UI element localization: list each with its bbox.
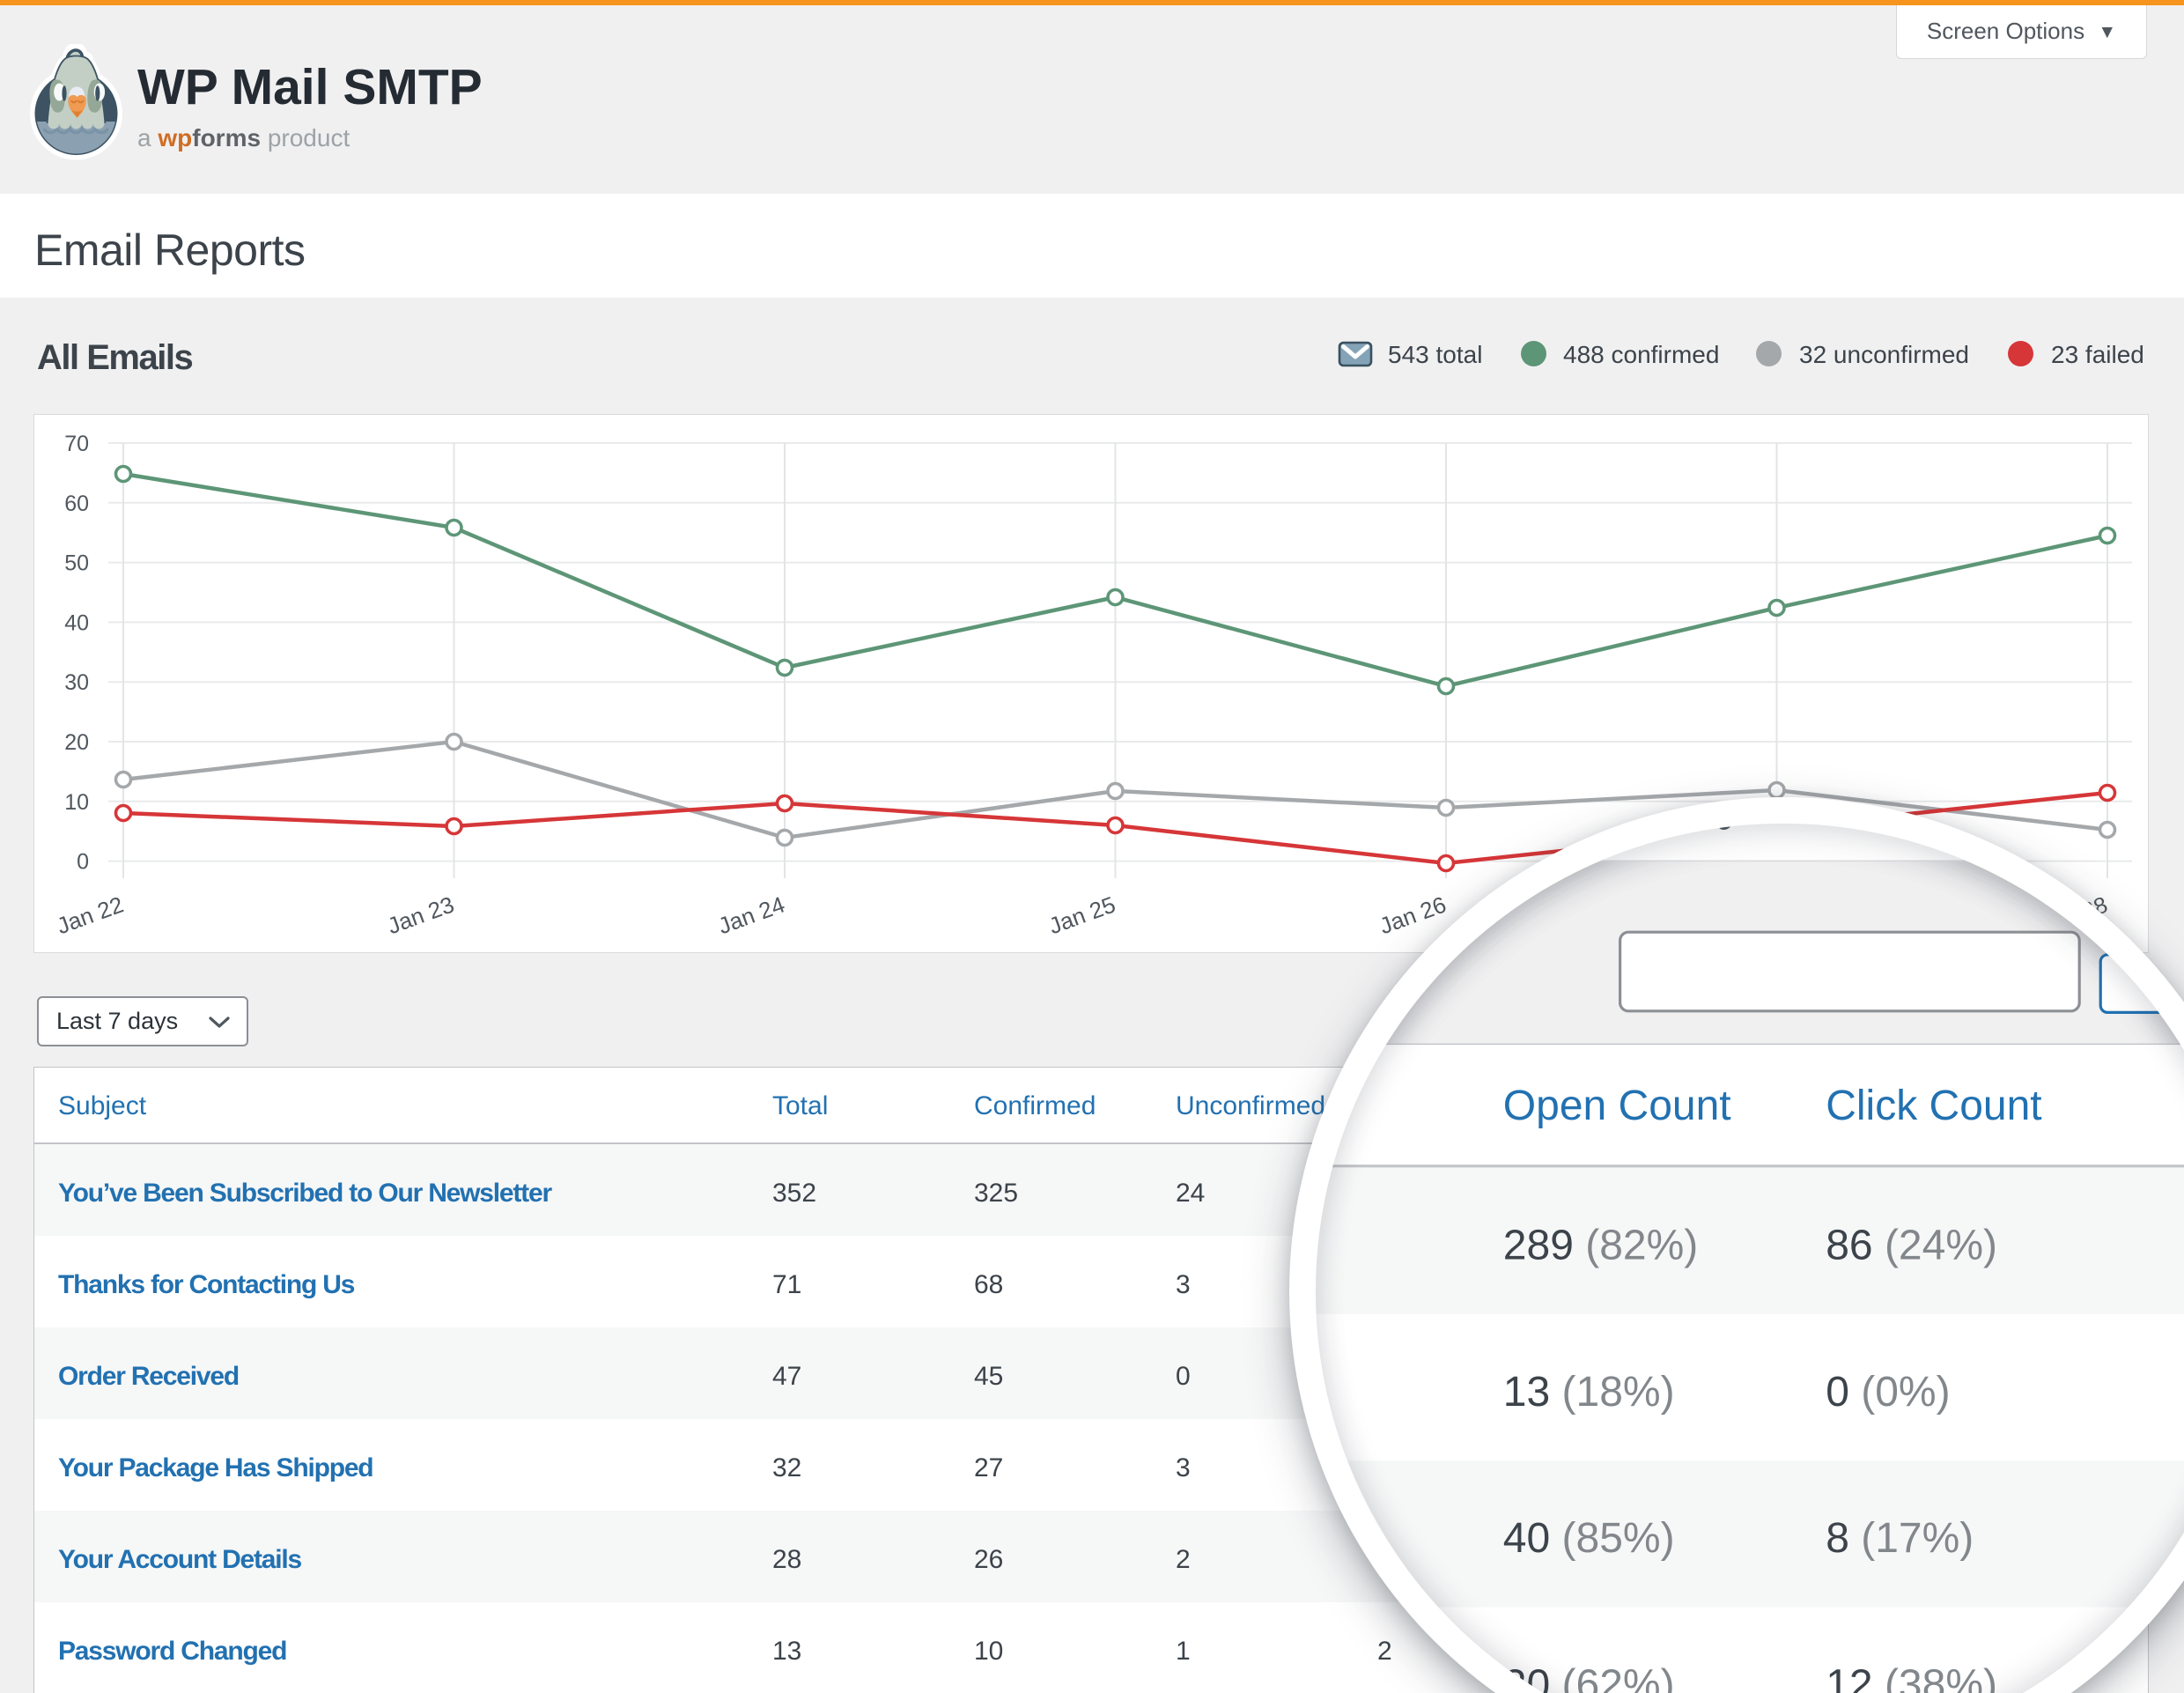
svg-text:30: 30 — [64, 670, 89, 695]
svg-text:0: 0 — [77, 850, 89, 875]
svg-text:Jan 22: Jan 22 — [53, 891, 127, 939]
svg-text:20: 20 — [64, 730, 89, 755]
svg-text:Jan 23: Jan 23 — [384, 891, 458, 939]
svg-text:Jan 25: Jan 25 — [1045, 891, 1119, 939]
svg-text:10: 10 — [64, 790, 89, 815]
svg-text:60: 60 — [64, 492, 89, 516]
svg-text:70: 70 — [64, 432, 89, 456]
svg-text:50: 50 — [64, 551, 89, 576]
svg-text:Jan 24: Jan 24 — [714, 891, 788, 939]
svg-text:40: 40 — [64, 610, 89, 635]
